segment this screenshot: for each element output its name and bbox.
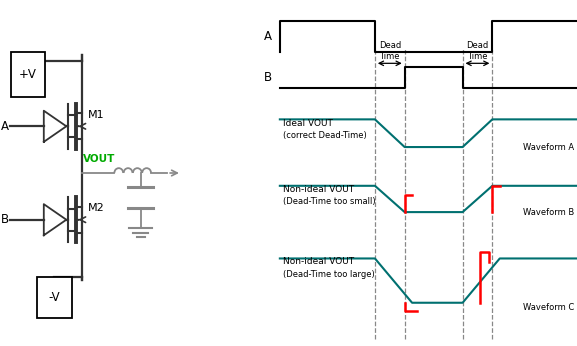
Text: VOUT: VOUT xyxy=(84,154,116,164)
Text: Ideal VOUT: Ideal VOUT xyxy=(283,119,333,128)
Bar xyxy=(10,52,45,97)
Text: M2: M2 xyxy=(88,203,104,213)
Text: Waveform A: Waveform A xyxy=(523,143,574,152)
Text: A: A xyxy=(264,30,272,43)
Text: Waveform B: Waveform B xyxy=(523,208,574,217)
Text: B: B xyxy=(1,213,9,226)
Text: (Dead-Time too small): (Dead-Time too small) xyxy=(283,197,376,206)
Text: M1: M1 xyxy=(88,110,104,120)
Text: Dead
Time: Dead Time xyxy=(466,41,489,61)
Text: Dead
Time: Dead Time xyxy=(379,41,401,61)
Text: +V: +V xyxy=(19,68,37,81)
Text: -V: -V xyxy=(48,291,60,304)
Text: Non-ideal VOUT: Non-ideal VOUT xyxy=(283,257,354,266)
Text: Waveform C: Waveform C xyxy=(523,303,574,312)
Text: (correct Dead-Time): (correct Dead-Time) xyxy=(283,131,366,140)
Text: B: B xyxy=(264,71,272,84)
Bar xyxy=(37,277,72,318)
Text: (Dead-Time too large): (Dead-Time too large) xyxy=(283,270,374,279)
Text: A: A xyxy=(1,120,9,133)
Text: Non-ideal VOUT: Non-ideal VOUT xyxy=(283,185,354,194)
